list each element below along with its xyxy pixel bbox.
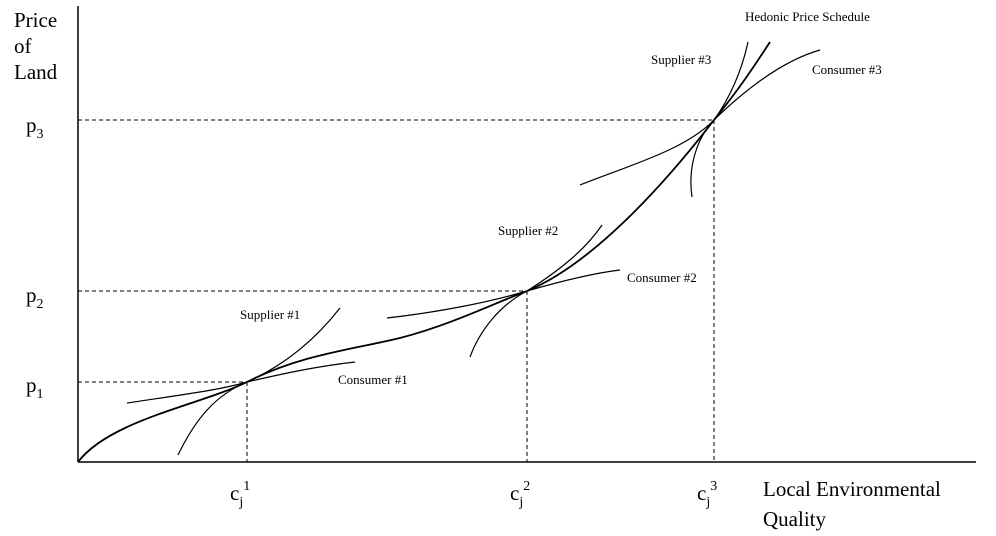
curve-label: Supplier #2	[498, 223, 558, 238]
price-tick: p1	[26, 373, 44, 402]
tick-sub: 3	[37, 127, 44, 142]
curve-label: Consumer #3	[812, 62, 882, 77]
tick-base: c	[230, 481, 239, 505]
price-tick: p2	[26, 283, 44, 312]
curve-label: Consumer #1	[338, 372, 408, 387]
curve-label: Hedonic Price Schedule	[745, 9, 870, 24]
x-axis-label: Local Environmental	[763, 477, 941, 501]
consumer-curve	[579, 49, 821, 186]
x-axis-label: Quality	[763, 507, 826, 531]
y-axis-label: Land	[14, 60, 58, 84]
tick-sub: j	[705, 495, 710, 510]
curve-label: Supplier #1	[240, 307, 300, 322]
quality-tick: cj2	[510, 479, 530, 510]
curve-label: Supplier #3	[651, 52, 711, 67]
tick-base: p	[26, 113, 37, 137]
tick-sup: 3	[710, 479, 717, 494]
supplier-curve	[469, 224, 603, 358]
y-axis-label: Price	[14, 8, 57, 32]
tick-sub: 2	[37, 297, 44, 312]
y-axis-label: of	[14, 34, 32, 58]
price-tick: p3	[26, 113, 44, 142]
supplier-curve	[177, 307, 341, 456]
tick-base: p	[26, 283, 37, 307]
tick-sub: j	[518, 495, 523, 510]
supplier-curve	[690, 41, 749, 198]
tick-base: c	[697, 481, 706, 505]
quality-tick: cj1	[230, 479, 250, 510]
consumer-curve	[386, 269, 621, 319]
tick-sup: 1	[243, 479, 250, 494]
quality-tick: cj3	[697, 479, 717, 510]
tick-sup: 2	[523, 479, 530, 494]
hedonic-curve	[77, 41, 771, 463]
curve-label: Consumer #2	[627, 270, 697, 285]
tick-base: c	[510, 481, 519, 505]
tick-sub: j	[238, 495, 243, 510]
tick-sub: 1	[37, 387, 44, 402]
tick-base: p	[26, 373, 37, 397]
